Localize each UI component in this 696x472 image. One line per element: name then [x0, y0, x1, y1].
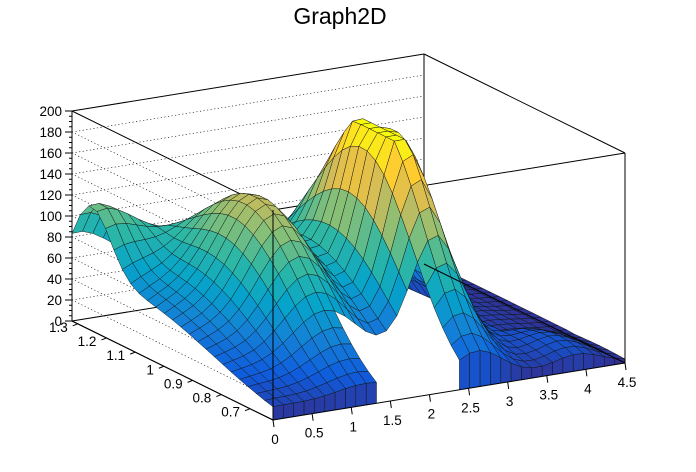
surface-skirt — [562, 354, 574, 374]
x-tick-mark — [311, 413, 314, 421]
surface-skirt — [365, 382, 377, 406]
z-tick-label: 60 — [47, 251, 62, 266]
z-gridline-left — [71, 173, 274, 274]
x-tick-label: 2 — [428, 407, 436, 422]
x-tick-mark — [350, 407, 353, 415]
x-tick-mark — [507, 381, 510, 390]
z-tick-label: 140 — [39, 167, 62, 182]
x-tick-mark — [546, 375, 549, 383]
surface-skirt — [583, 353, 595, 370]
surface-skirt — [593, 354, 605, 369]
z-tick-label: 120 — [39, 188, 62, 203]
y-tick-label: 1.1 — [106, 348, 125, 363]
x-tick-label: 0 — [271, 432, 279, 447]
x-tick-mark — [389, 400, 392, 409]
z-tick-label: 180 — [39, 125, 62, 140]
surface-skirt — [272, 404, 284, 421]
frame-edge — [423, 53, 626, 154]
z-tick-label: 200 — [39, 104, 62, 119]
x-tick-mark — [428, 394, 431, 402]
x-tick-label: 3 — [506, 394, 514, 409]
surface-skirt — [303, 398, 315, 416]
surface-skirt — [293, 400, 305, 417]
frame-edge — [423, 263, 626, 364]
front-frame — [71, 153, 626, 421]
x-tick-mark — [624, 362, 627, 371]
y-tick-mark — [158, 365, 165, 369]
surface-skirt — [324, 392, 336, 412]
z-tick-label: 40 — [47, 272, 62, 287]
y-tick-mark — [101, 337, 107, 341]
z-gridline-left — [71, 278, 274, 379]
x-tick-label: 4.5 — [618, 375, 637, 390]
y-tick-mark — [216, 394, 222, 398]
y-tick-mark — [72, 323, 78, 327]
x-tick-label: 3.5 — [539, 388, 558, 403]
surface-skirt — [345, 385, 357, 409]
surface-skirt — [572, 353, 584, 372]
y-tick-label: 0.7 — [221, 405, 240, 420]
x-tick-label: 1.5 — [383, 413, 402, 428]
z-tick-label: 80 — [47, 230, 62, 245]
y-tick-mark — [129, 351, 136, 355]
surface-skirt — [479, 350, 491, 387]
y-tick-mark — [187, 379, 193, 383]
surface-skirt — [314, 395, 326, 414]
x-tick-label: 4 — [584, 381, 592, 396]
chart-title: Graph2D — [293, 3, 386, 29]
y-tick-label: 1.2 — [78, 334, 97, 349]
z-tick-label: 20 — [47, 293, 62, 308]
z-gridline-left — [71, 299, 274, 400]
z-tick-label: 100 — [39, 209, 62, 224]
x-tick-label: 0.5 — [305, 426, 324, 441]
x-tick-mark — [272, 419, 275, 428]
surface-skirt — [283, 402, 294, 419]
y-tick-label: 0.9 — [164, 376, 183, 391]
surface-skirt — [469, 350, 481, 389]
x-tick-label: 2.5 — [461, 400, 480, 415]
frame-edge — [71, 320, 274, 421]
z-gridline-left — [71, 152, 274, 253]
axis-ticks: 0204060801001201401601802000.70.80.911.1… — [39, 104, 636, 447]
surface-skirt — [334, 388, 346, 411]
y-tick-label: 1.3 — [49, 320, 68, 335]
frame-edge — [272, 362, 626, 421]
frame-edge — [71, 53, 425, 112]
y-tick-mark — [244, 408, 251, 412]
z-tick-label: 160 — [39, 146, 62, 161]
y-tick-label: 1 — [146, 362, 154, 377]
surface-skirt — [355, 383, 367, 407]
z-gridline-left — [71, 131, 274, 232]
y-tick-label: 0.8 — [193, 391, 212, 406]
surface-skirt — [490, 352, 502, 386]
surface-layer — [71, 118, 626, 421]
x-tick-mark — [585, 369, 588, 377]
x-tick-mark — [468, 388, 471, 396]
z-tick-label: 0 — [54, 314, 62, 329]
x-tick-label: 1 — [349, 419, 357, 434]
